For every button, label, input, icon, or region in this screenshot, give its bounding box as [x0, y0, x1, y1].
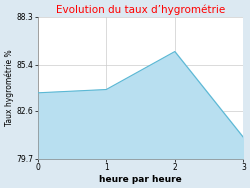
Title: Evolution du taux d’hygrométrie: Evolution du taux d’hygrométrie	[56, 4, 225, 15]
Y-axis label: Taux hygrométrie %: Taux hygrométrie %	[4, 50, 14, 126]
X-axis label: heure par heure: heure par heure	[99, 175, 182, 184]
